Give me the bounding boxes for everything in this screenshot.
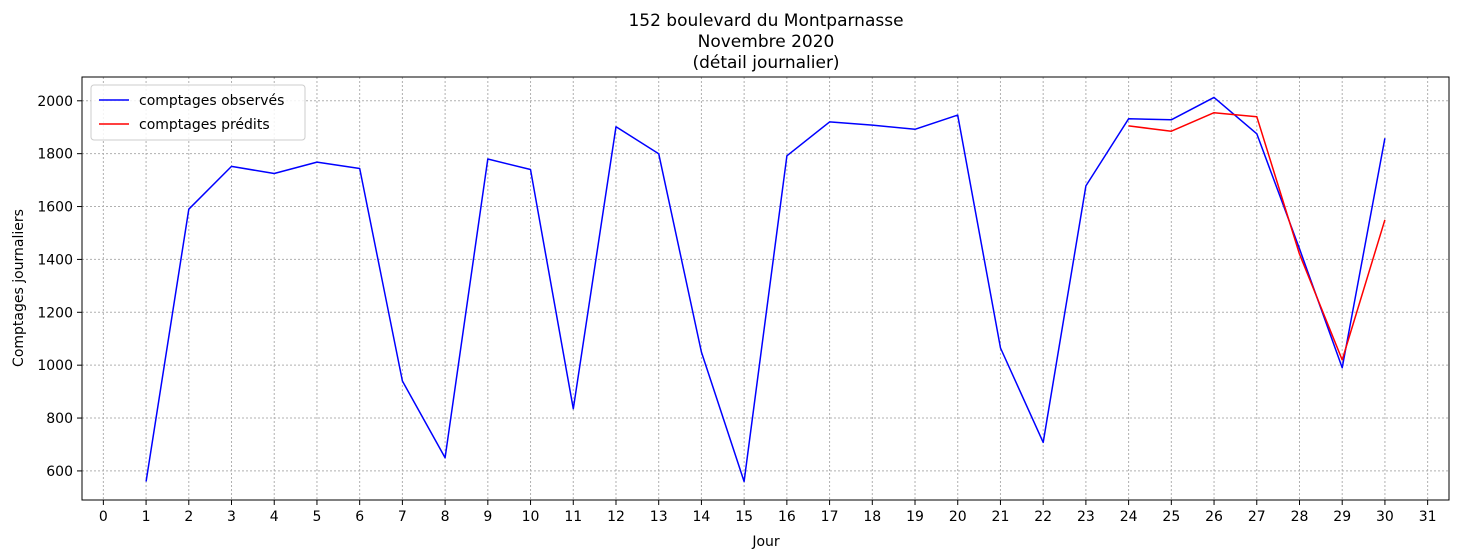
x-tick-label: 1: [142, 509, 151, 525]
x-tick-label: 11: [564, 509, 582, 525]
grid: [82, 77, 1449, 500]
x-tick-label: 27: [1248, 509, 1266, 525]
series-line-0: [145, 96, 1386, 483]
y-tick-label: 1800: [37, 147, 73, 163]
legend-label-1: comptages prédits: [139, 117, 270, 133]
legend: comptages observés comptages prédits: [90, 84, 306, 141]
x-tick-label: 12: [607, 509, 625, 525]
x-tick-label: 7: [398, 509, 407, 525]
x-axis-label: Jour: [751, 534, 780, 550]
x-tick-label: 20: [949, 509, 967, 525]
x-tick-label: 18: [863, 509, 881, 525]
x-tick-label: 9: [483, 509, 492, 525]
legend-box: [90, 84, 306, 141]
series-line-1: [1128, 111, 1386, 361]
x-tick-label: 16: [778, 509, 796, 525]
x-tick-label: 15: [735, 509, 753, 525]
title-line-1: 152 boulevard du Montparnasse: [628, 11, 903, 31]
y-tick-label: 1000: [37, 358, 73, 374]
x-tick-label: 26: [1205, 509, 1223, 525]
y-axis-label: Comptages journaliers: [11, 209, 27, 367]
x-tick-label: 4: [270, 509, 279, 525]
y-axis: 600 800 1000 1200 1400 1600 1800 2000: [37, 94, 82, 480]
title-line-3: (détail journalier): [692, 53, 839, 73]
chart-title: 152 boulevard du Montparnasse Novembre 2…: [628, 11, 903, 73]
x-tick-label: 5: [312, 509, 321, 525]
series-layer: [145, 96, 1386, 483]
x-tick-label: 3: [227, 509, 236, 525]
x-tick-label: 2: [184, 509, 193, 525]
x-tick-label: 0: [99, 509, 108, 525]
x-tick-label: 22: [1034, 509, 1052, 525]
y-tick-label: 800: [46, 411, 73, 427]
x-tick-label: 13: [650, 509, 668, 525]
y-tick-label: 1200: [37, 305, 73, 321]
y-tick-label: 1600: [37, 200, 73, 216]
x-tick-label: 6: [355, 509, 364, 525]
x-tick-label: 19: [906, 509, 924, 525]
x-tick-label: 14: [693, 509, 711, 525]
x-tick-label: 17: [821, 509, 839, 525]
y-tick-label: 2000: [37, 94, 73, 110]
x-tick-label: 8: [441, 509, 450, 525]
x-tick-label: 31: [1419, 509, 1437, 525]
y-tick-label: 600: [46, 464, 73, 480]
x-axis: 0 1 2 3 4 5 6 7 8 9 10 11 12 13 14 15 16 17 18 19 20 21 22 23 24…: [99, 500, 1437, 525]
x-tick-label: 25: [1162, 509, 1180, 525]
y-tick-label: 1400: [37, 252, 73, 268]
title-line-2: Novembre 2020: [698, 32, 835, 52]
x-tick-label: 29: [1333, 509, 1351, 525]
x-tick-label: 28: [1291, 509, 1309, 525]
legend-label-0: comptages observés: [139, 93, 284, 109]
x-tick-label: 21: [992, 509, 1010, 525]
x-tick-label: 30: [1376, 509, 1394, 525]
x-tick-label: 23: [1077, 509, 1095, 525]
plot-area-frame: [81, 76, 1450, 501]
x-tick-label: 10: [522, 509, 540, 525]
x-tick-label: 24: [1120, 509, 1138, 525]
